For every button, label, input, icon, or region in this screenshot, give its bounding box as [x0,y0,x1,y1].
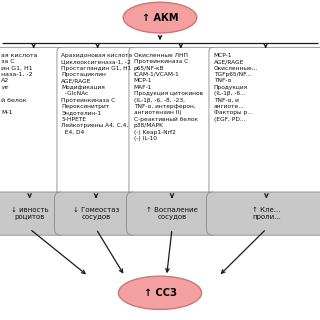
FancyBboxPatch shape [57,47,135,197]
Text: ↑ АКМ: ↑ АКМ [142,12,178,23]
FancyBboxPatch shape [206,192,320,235]
FancyBboxPatch shape [54,192,138,235]
Text: ↑ ССЗ: ↑ ССЗ [144,288,176,298]
Text: Арахидоновая кислота
Циклооксигеназа-1, -2
Простагландин G1, H1
Простациклин
AGE: Арахидоновая кислота Циклооксигеназа-1, … [61,53,132,135]
Ellipse shape [118,276,202,309]
Text: ↑ Воспаление
сосудов: ↑ Воспаление сосудов [146,207,198,220]
Text: Окисленные ЛНП
Протеинкиназа С
p65/NF-κB
ICAM-1/VCAM-1
MCP-1
MAF-1
Продукция цит: Окисленные ЛНП Протеинкиназа С p65/NF-κB… [134,53,203,141]
FancyBboxPatch shape [0,192,66,235]
FancyBboxPatch shape [129,47,215,197]
Ellipse shape [123,2,197,33]
Text: ↓ ивность
роцитов: ↓ ивность роцитов [11,207,49,220]
Text: ↑ Кле...
проли...: ↑ Кле... проли... [252,207,281,220]
FancyBboxPatch shape [126,192,218,235]
FancyBboxPatch shape [0,47,63,197]
Text: ↓ Гомеостаз
сосудов: ↓ Гомеостаз сосудов [73,207,119,220]
Text: ая кислота
за С
ин G1, H1
наза-1, -2
A2
ит

й белок

M-1: ая кислота за С ин G1, H1 наза-1, -2 A2 … [1,53,37,116]
Text: MCP-1
AGE/RAGE
Окисленные...
TGFp65/NF...
TNF-α
Продукция
(IL-1β, -6...
TNF-α, и: MCP-1 AGE/RAGE Окисленные... TGFp65/NF..… [214,53,258,122]
FancyBboxPatch shape [209,47,320,197]
